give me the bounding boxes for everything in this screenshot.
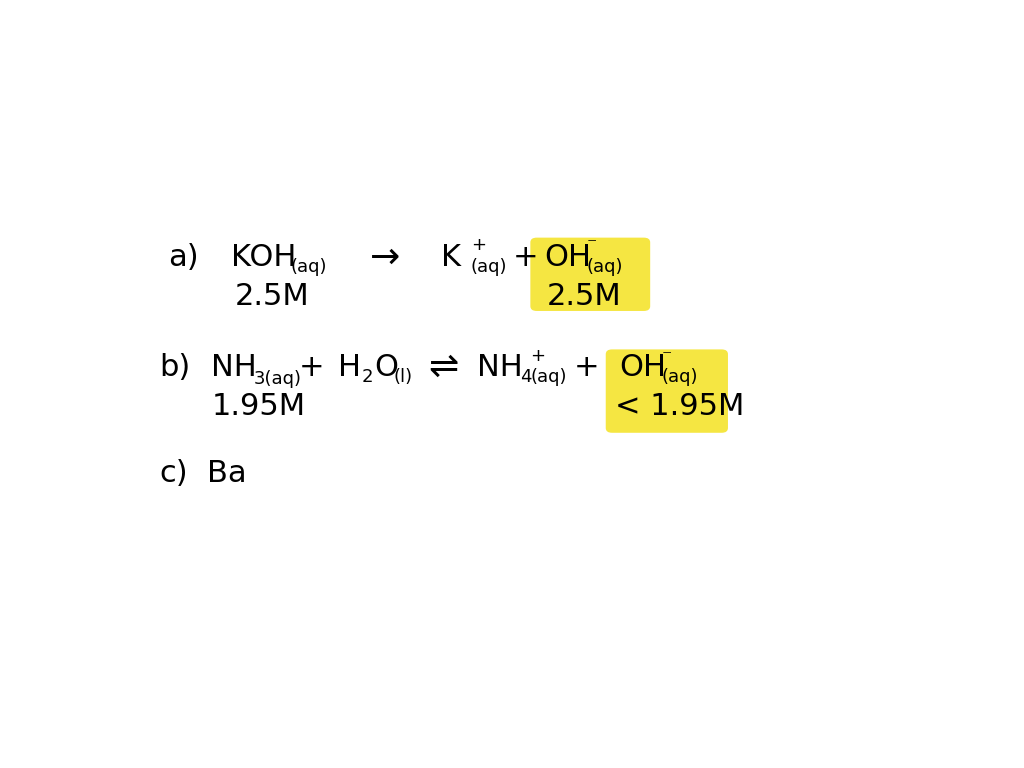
Text: ⁻: ⁻	[662, 347, 672, 366]
Text: 2.5M: 2.5M	[547, 282, 622, 311]
Text: O: O	[374, 353, 398, 382]
Text: OH: OH	[620, 353, 667, 382]
Text: < 1.95M: < 1.95M	[615, 392, 744, 422]
Text: Ba: Ba	[207, 459, 247, 488]
Text: 4: 4	[520, 368, 531, 386]
Text: c): c)	[160, 459, 188, 488]
Text: H: H	[338, 353, 361, 382]
Text: ⁻: ⁻	[587, 235, 597, 254]
Text: K: K	[441, 243, 462, 272]
Text: 3(aq): 3(aq)	[253, 370, 301, 388]
Text: (aq): (aq)	[471, 257, 507, 276]
Text: +: +	[574, 353, 600, 382]
Text: OH: OH	[545, 243, 592, 272]
Text: (l): (l)	[394, 368, 413, 386]
Text: NH: NH	[211, 353, 257, 382]
Text: (aq): (aq)	[587, 257, 624, 276]
Text: (aq): (aq)	[662, 368, 697, 386]
Text: +: +	[513, 243, 539, 272]
Text: 2: 2	[362, 368, 374, 386]
Text: KOH: KOH	[231, 243, 297, 272]
FancyBboxPatch shape	[530, 237, 650, 311]
Text: b): b)	[160, 353, 191, 382]
Text: (aq): (aq)	[291, 257, 328, 276]
Text: →: →	[370, 240, 400, 275]
Text: 2.5M: 2.5M	[236, 282, 310, 311]
Text: NH: NH	[477, 353, 523, 382]
Text: +: +	[530, 347, 546, 366]
Text: +: +	[299, 353, 325, 382]
FancyBboxPatch shape	[606, 349, 728, 433]
Text: +: +	[471, 236, 485, 253]
Text: (aq): (aq)	[530, 368, 567, 386]
Text: 1.95M: 1.95M	[211, 392, 305, 422]
Text: a): a)	[168, 243, 199, 272]
Text: ⇌: ⇌	[428, 350, 458, 384]
